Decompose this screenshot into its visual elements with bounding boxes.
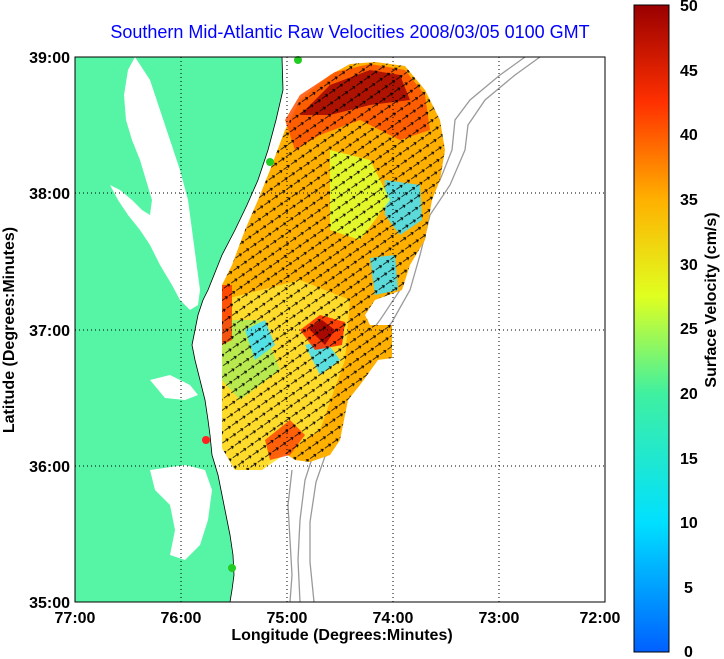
y-tick-label: 36:00 [29, 459, 70, 476]
x-tick-label: 76:00 [161, 610, 202, 627]
colorbar-tick-label: 35 [680, 192, 698, 209]
colorbar-tick-label: 5 [684, 580, 693, 597]
station-marker [266, 158, 274, 166]
x-tick-label: 73:00 [479, 610, 520, 627]
y-axis: 39:00 38:00 37:00 36:00 35:00 [29, 50, 70, 612]
station-marker [202, 436, 210, 444]
station-marker [228, 564, 236, 572]
x-tick-label: 72:00 [580, 610, 621, 627]
x-tick-label: 75:00 [267, 610, 308, 627]
map-title: Southern Mid-Atlantic Raw Velocities 200… [110, 22, 590, 42]
colorbar-label: Surface Velocity (cm/s) [703, 212, 720, 387]
x-tick-label: 77:00 [55, 610, 96, 627]
chesapeake-bay [110, 57, 200, 310]
colorbar-tick-label: 0 [684, 644, 693, 659]
pamlico-sound [150, 465, 212, 560]
station-marker [294, 56, 302, 64]
coastal-inlet [150, 375, 198, 400]
colorbar-tick-label: 45 [680, 63, 698, 80]
colorbar [633, 4, 670, 653]
x-axis-label: Longitude (Degrees:Minutes) [231, 627, 452, 644]
colorbar-tick-label: 15 [680, 451, 698, 468]
y-tick-label: 38:00 [29, 186, 70, 203]
x-axis: 77:00 76:00 75:00 74:00 73:00 72:00 [55, 610, 621, 627]
colorbar-tick-label: 30 [680, 257, 698, 274]
y-tick-label: 39:00 [29, 50, 70, 67]
colorbar-ticks: 50 45 40 35 30 25 20 15 10 5 0 [680, 0, 698, 659]
colorbar-tick-label: 50 [680, 0, 698, 15]
gridlines [75, 57, 605, 602]
colorbar-tick-label: 20 [680, 386, 698, 403]
colorbar-tick-label: 25 [680, 321, 698, 338]
y-tick-label: 35:00 [29, 595, 70, 612]
colorbar-tick-label: 10 [680, 515, 698, 532]
plot-frame [74, 56, 606, 603]
y-axis-label: Latitude (Degrees:Minutes) [1, 227, 18, 433]
y-tick-label: 37:00 [29, 323, 70, 340]
x-tick-label: 74:00 [373, 610, 414, 627]
colorbar-tick-label: 40 [680, 127, 698, 144]
